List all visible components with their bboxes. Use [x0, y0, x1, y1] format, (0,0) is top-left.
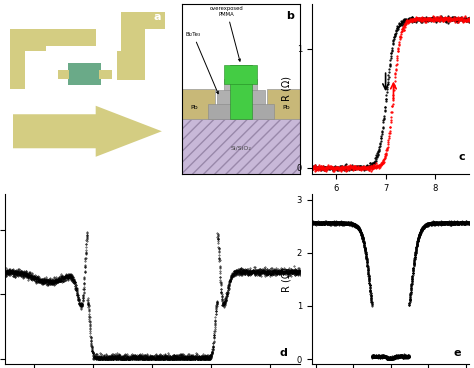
Polygon shape [117, 51, 124, 80]
Text: 10 μm: 10 μm [13, 153, 33, 159]
Polygon shape [58, 70, 69, 78]
Polygon shape [9, 29, 46, 89]
Polygon shape [43, 29, 96, 46]
X-axis label: T (K): T (K) [379, 198, 402, 208]
Polygon shape [96, 106, 162, 157]
Bar [217, 91, 264, 104]
Text: c: c [458, 152, 465, 162]
Bar [182, 119, 300, 174]
Bar [182, 119, 300, 174]
Text: b: b [287, 11, 294, 21]
Bar [267, 89, 300, 119]
Text: Pb: Pb [282, 105, 290, 110]
Bar [182, 89, 215, 119]
Text: overexposed
PMMA: overexposed PMMA [210, 6, 244, 61]
Y-axis label: R (Ω): R (Ω) [281, 267, 291, 292]
Text: d: d [279, 348, 287, 358]
Polygon shape [13, 114, 134, 148]
Bar [230, 65, 252, 119]
Text: Si/SiO₂: Si/SiO₂ [230, 146, 251, 151]
Bar [224, 78, 257, 91]
Polygon shape [68, 63, 100, 85]
Text: Pb: Pb [190, 105, 198, 110]
Bar [208, 104, 274, 119]
Bar [224, 65, 257, 84]
Text: Bi₂Te₃: Bi₂Te₃ [185, 32, 219, 94]
Polygon shape [120, 12, 165, 80]
Text: a: a [153, 12, 161, 22]
Polygon shape [99, 70, 112, 78]
Text: e: e [454, 348, 461, 358]
Y-axis label: R (Ω): R (Ω) [281, 76, 291, 101]
